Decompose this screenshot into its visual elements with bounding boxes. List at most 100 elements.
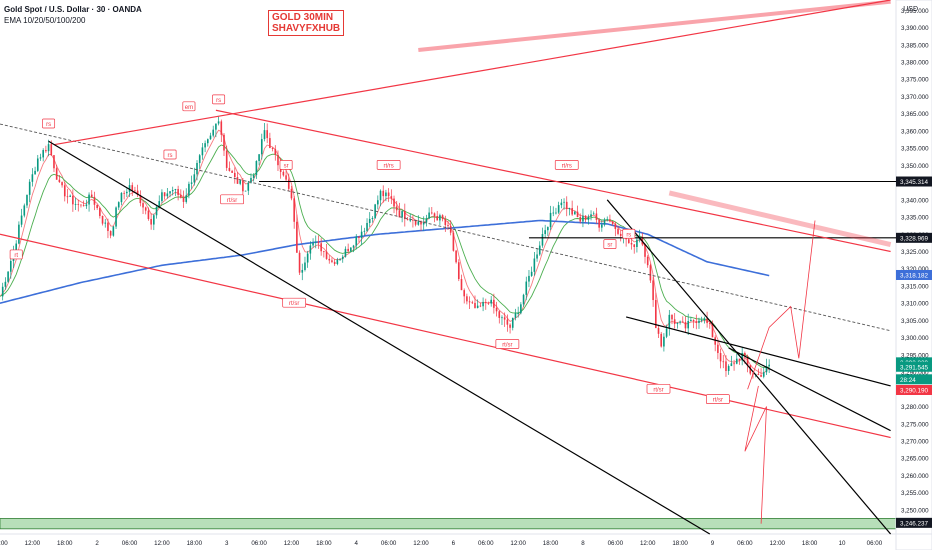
candle-body xyxy=(422,222,425,225)
watermark-line-1: GOLD 30MIN xyxy=(272,12,334,23)
candle-body xyxy=(727,366,730,372)
candle-body xyxy=(428,212,430,219)
candle-body xyxy=(584,215,587,220)
candle-body xyxy=(293,198,295,222)
candle xyxy=(266,123,268,144)
annotation-label: rt xyxy=(14,253,18,259)
candle xyxy=(495,301,498,317)
candle xyxy=(757,368,760,376)
candle xyxy=(641,232,644,247)
candle xyxy=(368,212,371,228)
candle-body xyxy=(725,361,727,372)
candle-body xyxy=(101,215,104,224)
candle xyxy=(528,270,530,288)
candle xyxy=(290,185,293,201)
candle-body xyxy=(385,192,387,197)
candle-body xyxy=(228,167,231,171)
candle xyxy=(85,199,88,209)
candle-body xyxy=(765,366,768,373)
symbol-title[interactable]: Gold Spot / U.S. Dollar · 30 · OANDA xyxy=(4,5,142,14)
candle xyxy=(633,244,636,254)
candle xyxy=(325,244,328,260)
candle xyxy=(128,178,131,197)
candle-body xyxy=(239,180,242,184)
y-tick-label: 3,340.000 xyxy=(901,197,929,204)
candle-body xyxy=(350,247,352,252)
candle xyxy=(563,198,565,210)
candle xyxy=(730,355,733,367)
trendline-steep-black xyxy=(606,199,892,535)
candle xyxy=(501,315,503,325)
candle-body xyxy=(733,363,735,365)
candle xyxy=(425,214,428,227)
candle-body xyxy=(247,182,250,191)
candle-body xyxy=(447,225,449,227)
candle xyxy=(390,189,393,205)
trendline-long-black xyxy=(48,140,711,535)
candle-body xyxy=(333,261,336,265)
candle xyxy=(681,316,684,324)
candle-body xyxy=(255,160,258,176)
candle xyxy=(536,248,538,262)
candle-body xyxy=(50,144,53,156)
price-label: 3,246.237 xyxy=(896,517,932,528)
x-tick-label: 6 xyxy=(452,540,456,547)
candle-body xyxy=(538,245,541,255)
candle xyxy=(565,196,568,217)
indicator-legend[interactable]: EMA 10/20/50/100/200 xyxy=(4,16,86,25)
candle xyxy=(344,246,347,258)
candle xyxy=(687,313,690,336)
candle xyxy=(741,347,743,366)
candle-body xyxy=(633,244,636,247)
candle xyxy=(552,206,555,217)
y-tick-label: 3,350.000 xyxy=(901,163,929,170)
x-tick-label: 18:00 xyxy=(316,540,332,547)
candle xyxy=(155,206,158,219)
candle-body xyxy=(223,134,225,151)
candle-body xyxy=(509,324,511,328)
y-tick-label: 3,280.000 xyxy=(901,404,929,411)
annotation-tag: sr xyxy=(279,160,293,170)
candle xyxy=(601,219,603,232)
candle xyxy=(706,311,708,328)
y-tick-label: 3,385.000 xyxy=(901,42,929,49)
candle xyxy=(649,263,652,283)
candle-body xyxy=(266,130,268,139)
candle xyxy=(371,216,374,223)
candle-body xyxy=(20,215,23,225)
price-label: 3,318.182 xyxy=(896,269,932,280)
candle-body xyxy=(206,139,209,144)
x-tick-label: 18:00 xyxy=(57,540,73,547)
candle xyxy=(123,190,125,200)
candle-body xyxy=(358,236,360,238)
candle xyxy=(665,324,668,339)
candle-body xyxy=(301,269,304,273)
candle xyxy=(120,192,123,206)
candle xyxy=(460,274,463,291)
y-tick-label: 3,390.000 xyxy=(901,25,929,32)
candle-body xyxy=(409,219,412,221)
candle-body xyxy=(695,321,698,323)
candle xyxy=(209,132,212,140)
candle xyxy=(18,221,20,245)
annotation-box xyxy=(622,228,636,239)
candle xyxy=(269,132,271,149)
candle xyxy=(671,314,673,325)
candle-body xyxy=(74,203,77,205)
y-tick-label: 3,315.000 xyxy=(901,283,929,290)
candle-body xyxy=(436,216,439,221)
candle xyxy=(45,145,47,153)
candle xyxy=(131,182,134,196)
candle-body xyxy=(269,138,271,149)
candle-body xyxy=(190,182,193,184)
candle-body xyxy=(39,157,42,159)
candle-body xyxy=(155,206,158,216)
candle-body xyxy=(425,218,428,223)
candle-body xyxy=(150,218,152,225)
candle-body xyxy=(31,174,34,182)
candle xyxy=(109,230,112,239)
candle-body xyxy=(444,219,447,226)
x-tick-label: 12:00 xyxy=(25,540,41,547)
